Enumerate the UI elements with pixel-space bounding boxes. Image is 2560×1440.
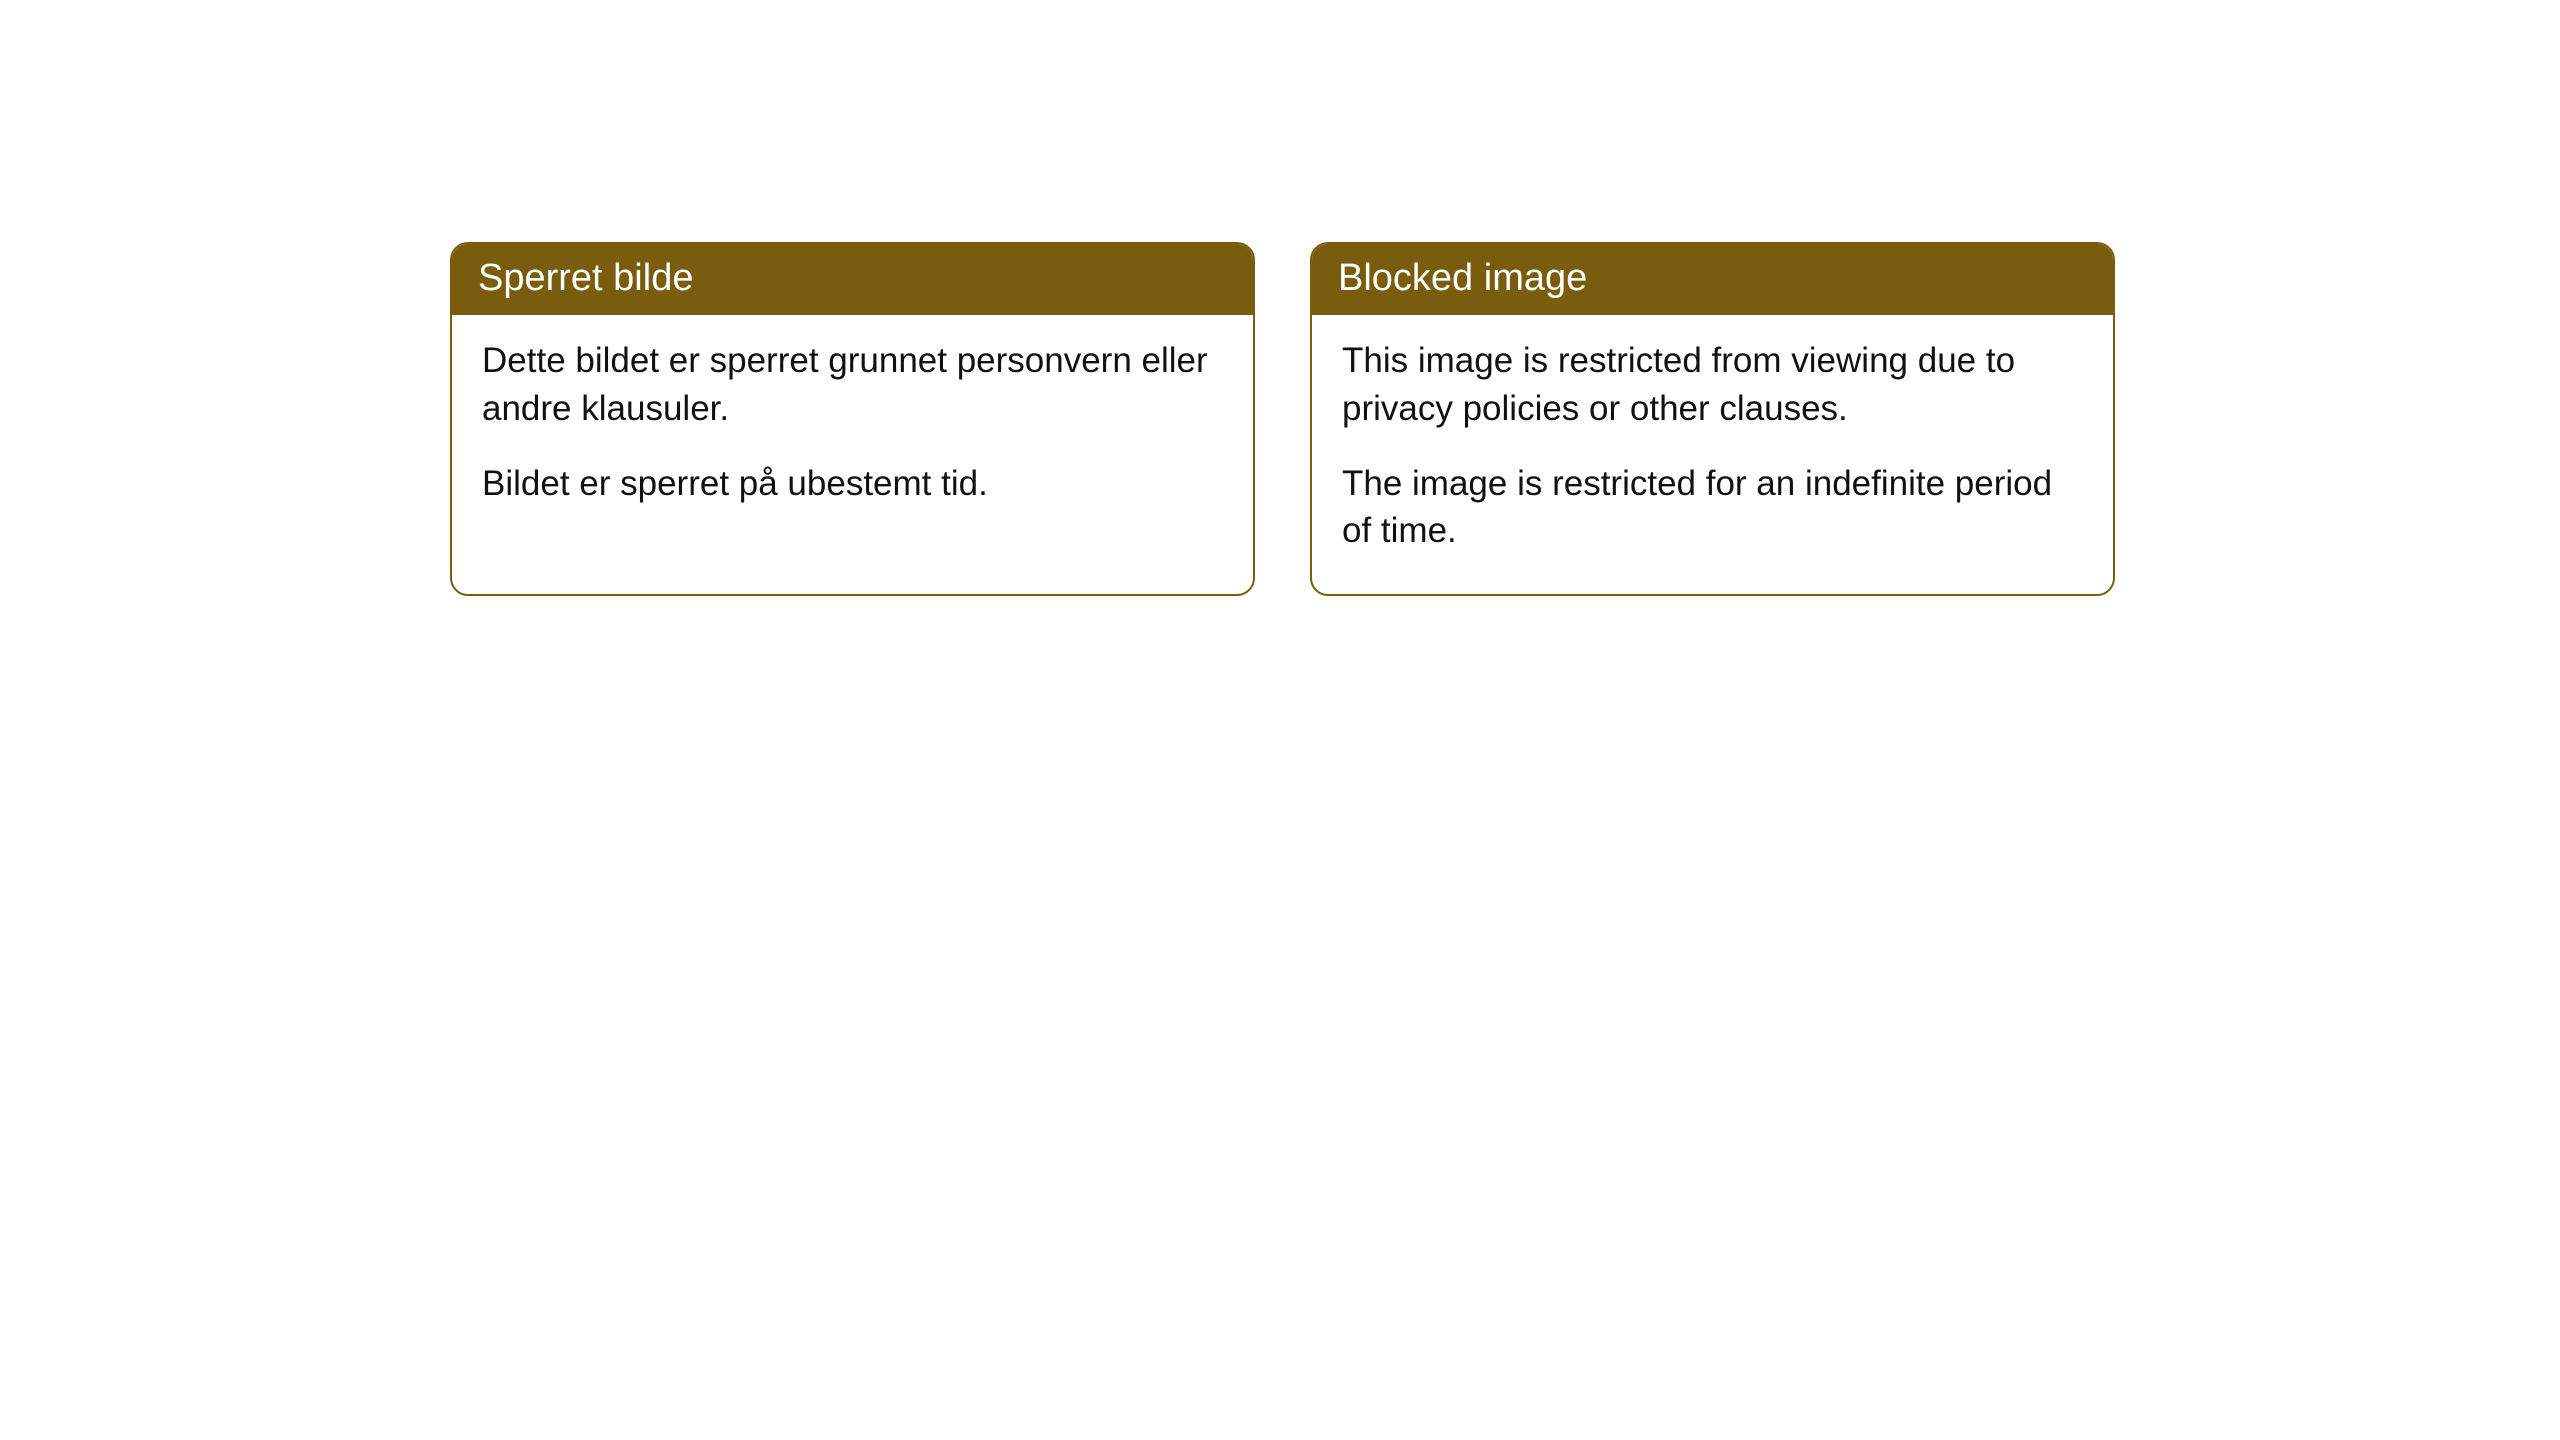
- card-title: Blocked image: [1338, 257, 1587, 299]
- card-paragraph: The image is restricted for an indefinit…: [1342, 460, 2083, 555]
- card-body-english: This image is restricted from viewing du…: [1312, 315, 2113, 594]
- card-body-norwegian: Dette bildet er sperret grunnet personve…: [452, 315, 1253, 547]
- card-paragraph: Dette bildet er sperret grunnet personve…: [482, 337, 1223, 432]
- card-paragraph: This image is restricted from viewing du…: [1342, 337, 2083, 432]
- card-header-english: Blocked image: [1312, 244, 2113, 315]
- notice-cards-container: Sperret bilde Dette bildet er sperret gr…: [450, 242, 2115, 596]
- card-title: Sperret bilde: [478, 257, 693, 299]
- card-paragraph: Bildet er sperret på ubestemt tid.: [482, 460, 1223, 507]
- notice-card-norwegian: Sperret bilde Dette bildet er sperret gr…: [450, 242, 1255, 596]
- notice-card-english: Blocked image This image is restricted f…: [1310, 242, 2115, 596]
- card-header-norwegian: Sperret bilde: [452, 244, 1253, 315]
